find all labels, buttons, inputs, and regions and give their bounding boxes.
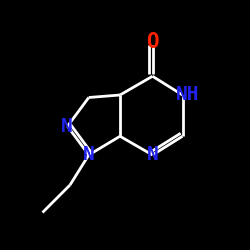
Text: NH: NH [176, 86, 199, 104]
Text: N: N [146, 146, 158, 165]
Text: N: N [60, 117, 72, 136]
Text: O: O [146, 32, 159, 52]
Text: N: N [83, 146, 94, 165]
